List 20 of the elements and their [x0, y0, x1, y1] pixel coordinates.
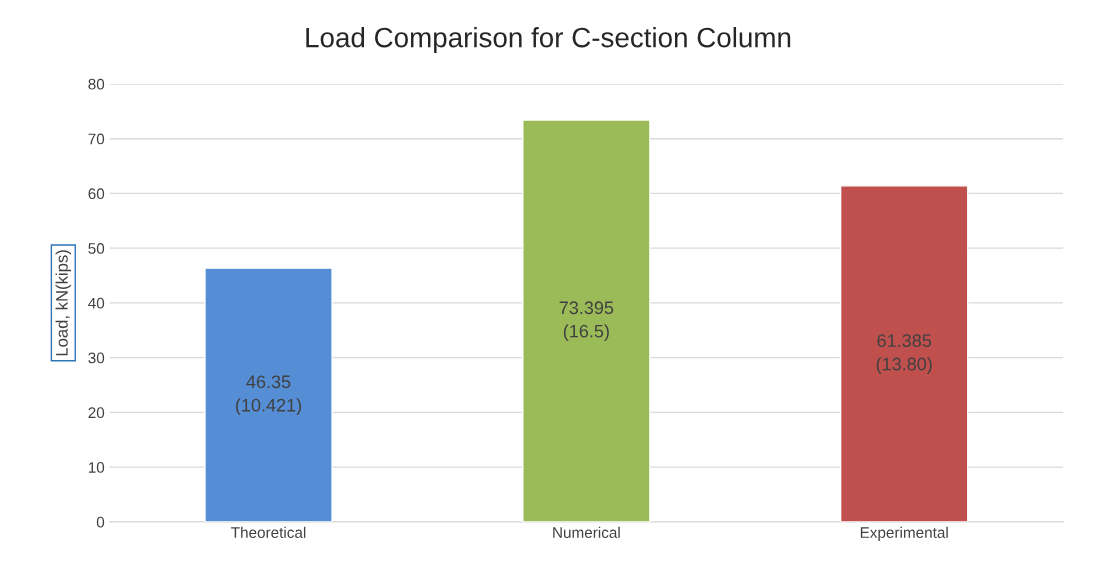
y-tick-label: 20: [88, 407, 105, 419]
y-tick-label: 60: [88, 188, 105, 200]
bar: [522, 119, 651, 522]
y-axis-title: Load, kN(kips): [55, 250, 72, 356]
y-tick-label: 80: [88, 78, 105, 90]
x-tick-label: Theoretical: [231, 526, 306, 538]
y-tick-label: 0: [96, 516, 105, 528]
y-tick-label: 30: [88, 352, 105, 364]
x-tick-label: Numerical: [553, 526, 620, 538]
y-tick-label: 70: [88, 133, 105, 145]
y-tick-label: 40: [88, 297, 105, 309]
y-tick-label: 50: [88, 243, 105, 254]
data-label: 73.395 (16.5): [559, 301, 614, 342]
bar: [204, 267, 333, 522]
data-label: 46.35 (10.421): [236, 375, 302, 416]
y-tick-label: 10: [88, 462, 105, 473]
chart-title: Load Comparison for C-section Column: [306, 27, 791, 53]
data-label: 61.385 (13.80): [876, 334, 932, 374]
x-tick-label: Experimental: [860, 526, 948, 541]
bar: [839, 185, 969, 522]
